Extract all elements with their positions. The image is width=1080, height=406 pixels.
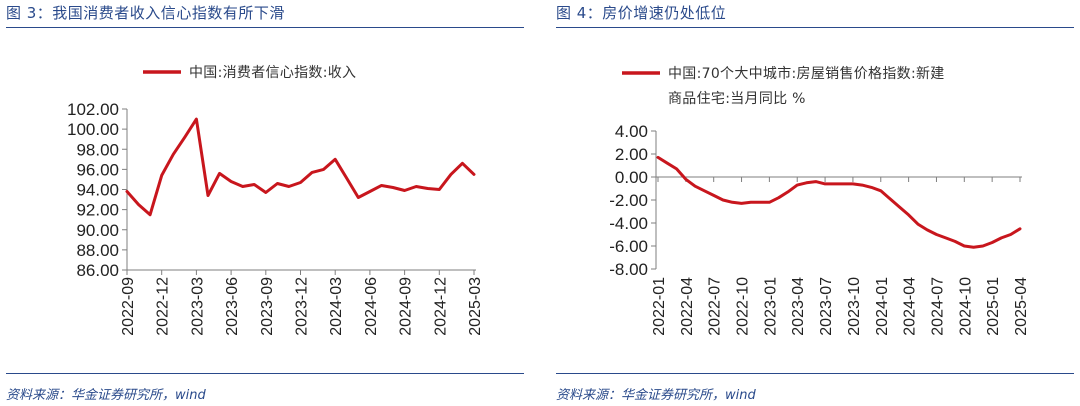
y-tick-label: 102.00: [67, 100, 119, 119]
x-tick-label: 2024-03: [328, 277, 345, 336]
x-tick-label: 2022-09: [120, 277, 137, 336]
y-tick-label: 96.00: [76, 160, 119, 179]
figure-4: 图 4：房价增速仍处低位 -8.00 -6.00 -4.00 -2.00 0.00 2.0…: [550, 0, 1080, 406]
y-tick-label: -4.00: [609, 214, 648, 233]
series-line: [125, 117, 476, 217]
y-tick-label: 88.00: [76, 241, 119, 260]
y-tick-label: 0.00: [615, 168, 648, 187]
source-rule: [556, 373, 1074, 374]
y-tick-label: 4.00: [615, 122, 648, 141]
figure-3: 图 3：我国消费者收入信心指数有所下滑 86.00 88.00 90.00 92.00…: [0, 0, 530, 406]
y-tick-label: 2.00: [615, 145, 648, 164]
x-tick-label: 2024-06: [363, 277, 380, 336]
y-tick-label: 86.00: [76, 261, 119, 280]
y-tick-label: 94.00: [76, 181, 119, 200]
figure-title: 图 3：我国消费者收入信心指数有所下滑: [6, 4, 285, 22]
x-tick-label: 2023-10: [846, 277, 863, 336]
series-line: [656, 155, 1022, 249]
legend-label: 商品住宅:当月同比 %: [668, 91, 806, 107]
x-tick-label: 2023-07: [818, 277, 835, 336]
x-tick-label: 2024-10: [957, 277, 974, 336]
x-tick-label: 2023-03: [189, 277, 206, 336]
x-tick-label: 2025-03: [467, 277, 484, 336]
x-tick-label: 2025-04: [1013, 277, 1030, 336]
x-tick-label: 2023-06: [224, 277, 241, 336]
y-tick-label: 98.00: [76, 140, 119, 159]
x-tick-label: 2023-01: [762, 277, 779, 336]
x-tick-label: 2023-04: [790, 277, 807, 336]
source-note: 资料来源：华金证券研究所，wind: [556, 388, 756, 403]
y-tick-label: -2.00: [609, 191, 648, 210]
x-tick-label: 2022-01: [651, 277, 668, 336]
x-tick-label: 2025-01: [985, 277, 1002, 336]
title-rule: [6, 27, 524, 28]
housing-price-chart: -8.00 -6.00 -4.00 -2.00 0.00 2.00 4.00 2022-01 2…: [609, 65, 1030, 336]
y-tick-label: 92.00: [76, 201, 119, 220]
legend-label: 中国:70个大中城市:房屋销售价格指数:新建: [668, 65, 945, 82]
x-tick-label: 2024-12: [432, 277, 449, 336]
y-tick-label: 90.00: [76, 221, 119, 240]
x-tick-label: 2024-07: [929, 277, 946, 336]
title-rule: [556, 27, 1074, 28]
x-tick-label: 2022-12: [155, 277, 172, 336]
x-tick-label: 2022-07: [707, 277, 724, 336]
x-tick-label: 2024-09: [398, 277, 415, 336]
x-tick-label: 2024-01: [874, 277, 891, 336]
y-tick-label: -8.00: [609, 260, 648, 279]
source-rule: [6, 373, 524, 374]
x-tick-label: 2023-09: [259, 277, 276, 336]
x-tick-label: 2022-04: [679, 277, 696, 336]
y-tick-label: -6.00: [609, 237, 648, 256]
legend-label: 中国:消费者信心指数:收入: [189, 65, 356, 81]
x-tick-label: 2023-12: [294, 277, 311, 336]
source-note: 资料来源：华金证券研究所，wind: [6, 388, 206, 403]
x-tick-label: 2024-04: [902, 277, 919, 336]
y-tick-label: 100.00: [67, 120, 119, 139]
x-tick-label: 2022-10: [735, 277, 752, 336]
figure-title: 图 4：房价增速仍处低位: [556, 4, 727, 22]
